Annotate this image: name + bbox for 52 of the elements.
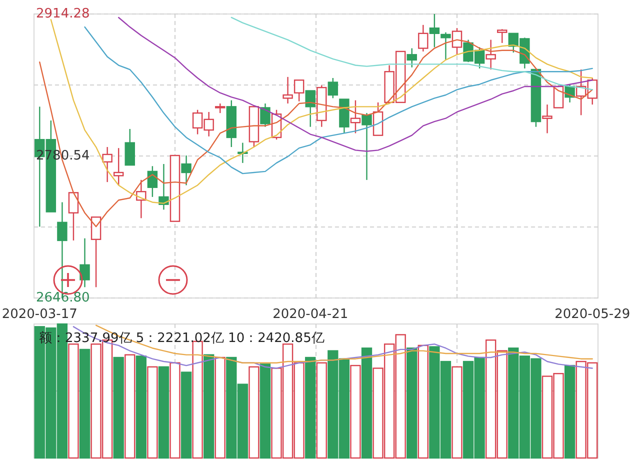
bar xyxy=(248,366,260,459)
candlestick xyxy=(68,192,79,242)
bar xyxy=(124,354,136,459)
candlestick xyxy=(440,32,451,61)
bar xyxy=(406,348,418,459)
bar xyxy=(214,356,226,459)
bar xyxy=(564,364,576,459)
candlestick xyxy=(90,216,102,288)
x-tick-label: 2020-03-17 xyxy=(2,307,78,322)
bar xyxy=(260,364,271,459)
bar xyxy=(452,366,462,459)
candlestick xyxy=(452,28,462,56)
bar xyxy=(418,344,428,459)
bar xyxy=(361,348,372,459)
candlestick xyxy=(406,48,417,68)
candlestick xyxy=(305,90,316,128)
bar xyxy=(158,366,170,459)
x-tick-label: 2020-04-21 xyxy=(272,307,348,322)
candlestick xyxy=(372,102,384,136)
candlestick xyxy=(282,76,293,104)
candlestick xyxy=(215,102,226,114)
candlestick xyxy=(486,39,496,70)
candlestick xyxy=(238,142,248,164)
candlestick xyxy=(124,128,135,166)
candlestick xyxy=(429,13,440,48)
candlestick xyxy=(80,238,90,288)
candlestick xyxy=(102,146,112,183)
bar xyxy=(316,362,327,459)
bar xyxy=(68,344,79,459)
bar xyxy=(204,354,214,459)
candlestick xyxy=(328,77,338,99)
candlestick xyxy=(181,154,192,186)
bar xyxy=(113,356,124,459)
bar xyxy=(79,348,90,459)
x-tick-label: 2020-05-29 xyxy=(554,307,630,322)
candlestick xyxy=(418,24,428,52)
candlestick xyxy=(497,28,508,44)
candlestick xyxy=(294,80,304,102)
bar xyxy=(305,356,316,459)
bar xyxy=(170,362,180,459)
y-tick-label: 2914.28 xyxy=(36,6,90,22)
bar xyxy=(136,356,146,459)
bar xyxy=(350,364,361,459)
y-tick-label: 2646.80 xyxy=(36,290,90,306)
candlestick xyxy=(260,102,270,128)
candlestick xyxy=(113,147,124,186)
candlestick xyxy=(350,100,361,134)
candlestick xyxy=(542,104,552,134)
candlestick xyxy=(362,112,372,181)
bar xyxy=(192,340,203,459)
bar xyxy=(147,366,158,459)
bar xyxy=(180,372,192,459)
